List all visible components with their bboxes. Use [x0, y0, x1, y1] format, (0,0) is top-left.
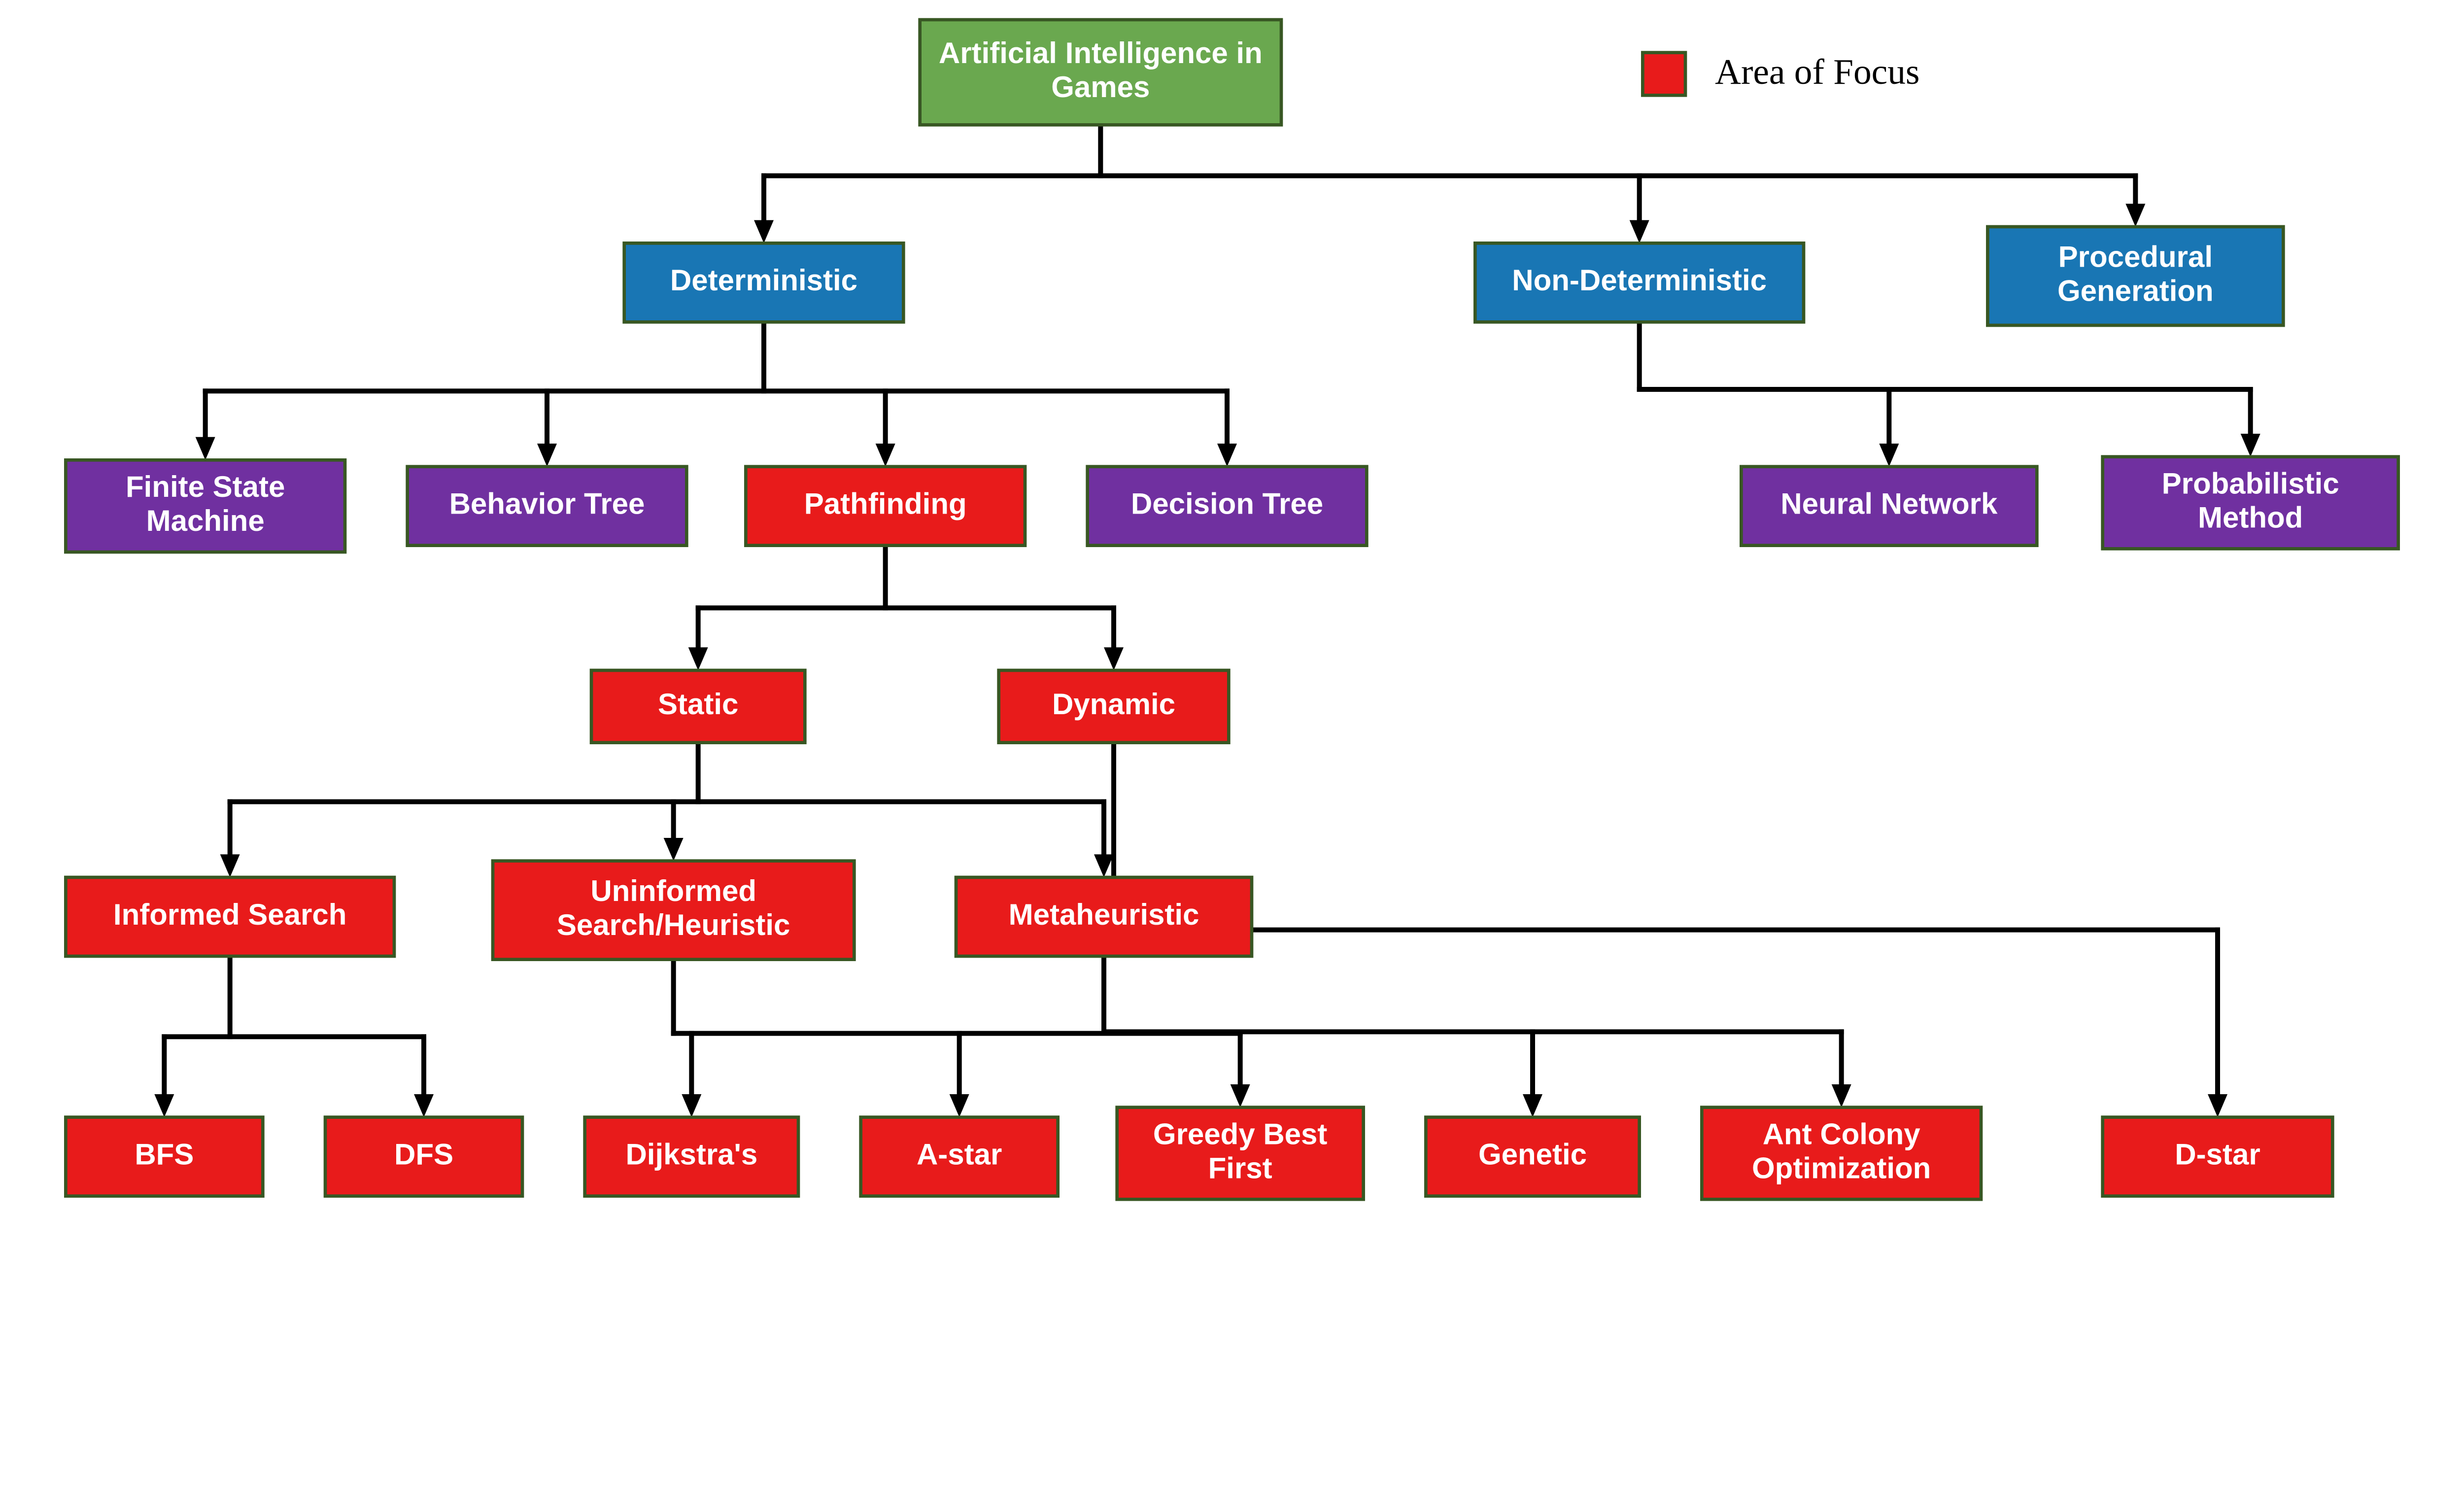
node-det: Deterministic: [624, 243, 904, 322]
node-static: Static: [591, 670, 805, 743]
node-label: Ant Colony: [1763, 1117, 1921, 1150]
node-bfs: BFS: [66, 1117, 263, 1196]
node-label: Decision Tree: [1131, 487, 1323, 520]
node-meta: Metaheuristic: [956, 877, 1252, 956]
node-dynamic: Dynamic: [999, 670, 1229, 743]
node-nn: Neural Network: [1741, 467, 2037, 546]
node-label: Greedy Best: [1153, 1117, 1328, 1150]
node-label: Method: [2198, 501, 2303, 534]
node-root: Artificial Intelligence inGames: [920, 20, 1281, 125]
node-aco: Ant ColonyOptimization: [1702, 1107, 1981, 1200]
node-label: DFS: [394, 1138, 453, 1171]
node-label: Generation: [2057, 274, 2214, 307]
node-label: Neural Network: [1780, 487, 1998, 520]
legend-label: Area of Focus: [1715, 52, 1919, 92]
nodes-layer: Artificial Intelligence inGames Determini…: [66, 20, 2398, 1199]
legend: Area of Focus: [1643, 52, 1919, 95]
node-fsm: Finite StateMachine: [66, 460, 345, 552]
node-pathf: Pathfinding: [746, 467, 1025, 546]
node-label: Metaheuristic: [1009, 898, 1199, 931]
node-label: Games: [1051, 70, 1150, 104]
node-procgen: ProceduralGeneration: [1987, 227, 2283, 325]
hierarchy-diagram: Artificial Intelligence inGames Determini…: [0, 0, 2464, 1306]
node-btree: Behavior Tree: [408, 467, 687, 546]
node-label: Finite State: [126, 470, 285, 503]
node-label: D-star: [2175, 1138, 2260, 1171]
node-label: Artificial Intelligence in: [939, 36, 1263, 69]
node-label: Probabilistic: [2162, 467, 2339, 500]
legend-swatch-icon: [1643, 53, 1685, 96]
node-label: Dijkstra's: [625, 1138, 757, 1171]
node-dfs: DFS: [325, 1117, 522, 1196]
node-label: Non-Deterministic: [1512, 264, 1767, 297]
node-label: A-star: [917, 1138, 1002, 1171]
node-label: Deterministic: [670, 264, 857, 297]
node-dstar: D-star: [2103, 1117, 2333, 1196]
node-dijkstra: Dijkstra's: [585, 1117, 798, 1196]
node-uninf: UninformedSearch/Heuristic: [493, 861, 854, 960]
node-label: Genetic: [1478, 1138, 1587, 1171]
node-label: Behavior Tree: [449, 487, 645, 520]
edges-layer: [154, 125, 2260, 1117]
node-label: Dynamic: [1052, 688, 1175, 721]
node-astar: A-star: [861, 1117, 1058, 1196]
node-label: Informed Search: [113, 898, 346, 931]
node-label: Machine: [146, 504, 265, 537]
node-label: Optimization: [1752, 1151, 1931, 1184]
node-label: Uninformed: [590, 874, 756, 907]
node-label: Pathfinding: [804, 487, 967, 520]
node-label: BFS: [135, 1138, 194, 1171]
node-dectree: Decision Tree: [1088, 467, 1367, 546]
node-label: First: [1208, 1151, 1272, 1184]
node-genetic: Genetic: [1426, 1117, 1639, 1196]
node-label: Procedural: [2058, 240, 2213, 273]
node-prob: ProbabilisticMethod: [2103, 457, 2398, 549]
node-nondet: Non-Deterministic: [1475, 243, 1804, 322]
node-label: Static: [658, 688, 738, 721]
node-label: Search/Heuristic: [557, 908, 790, 941]
node-gbf: Greedy BestFirst: [1117, 1107, 1364, 1200]
node-inf: Informed Search: [66, 877, 394, 956]
